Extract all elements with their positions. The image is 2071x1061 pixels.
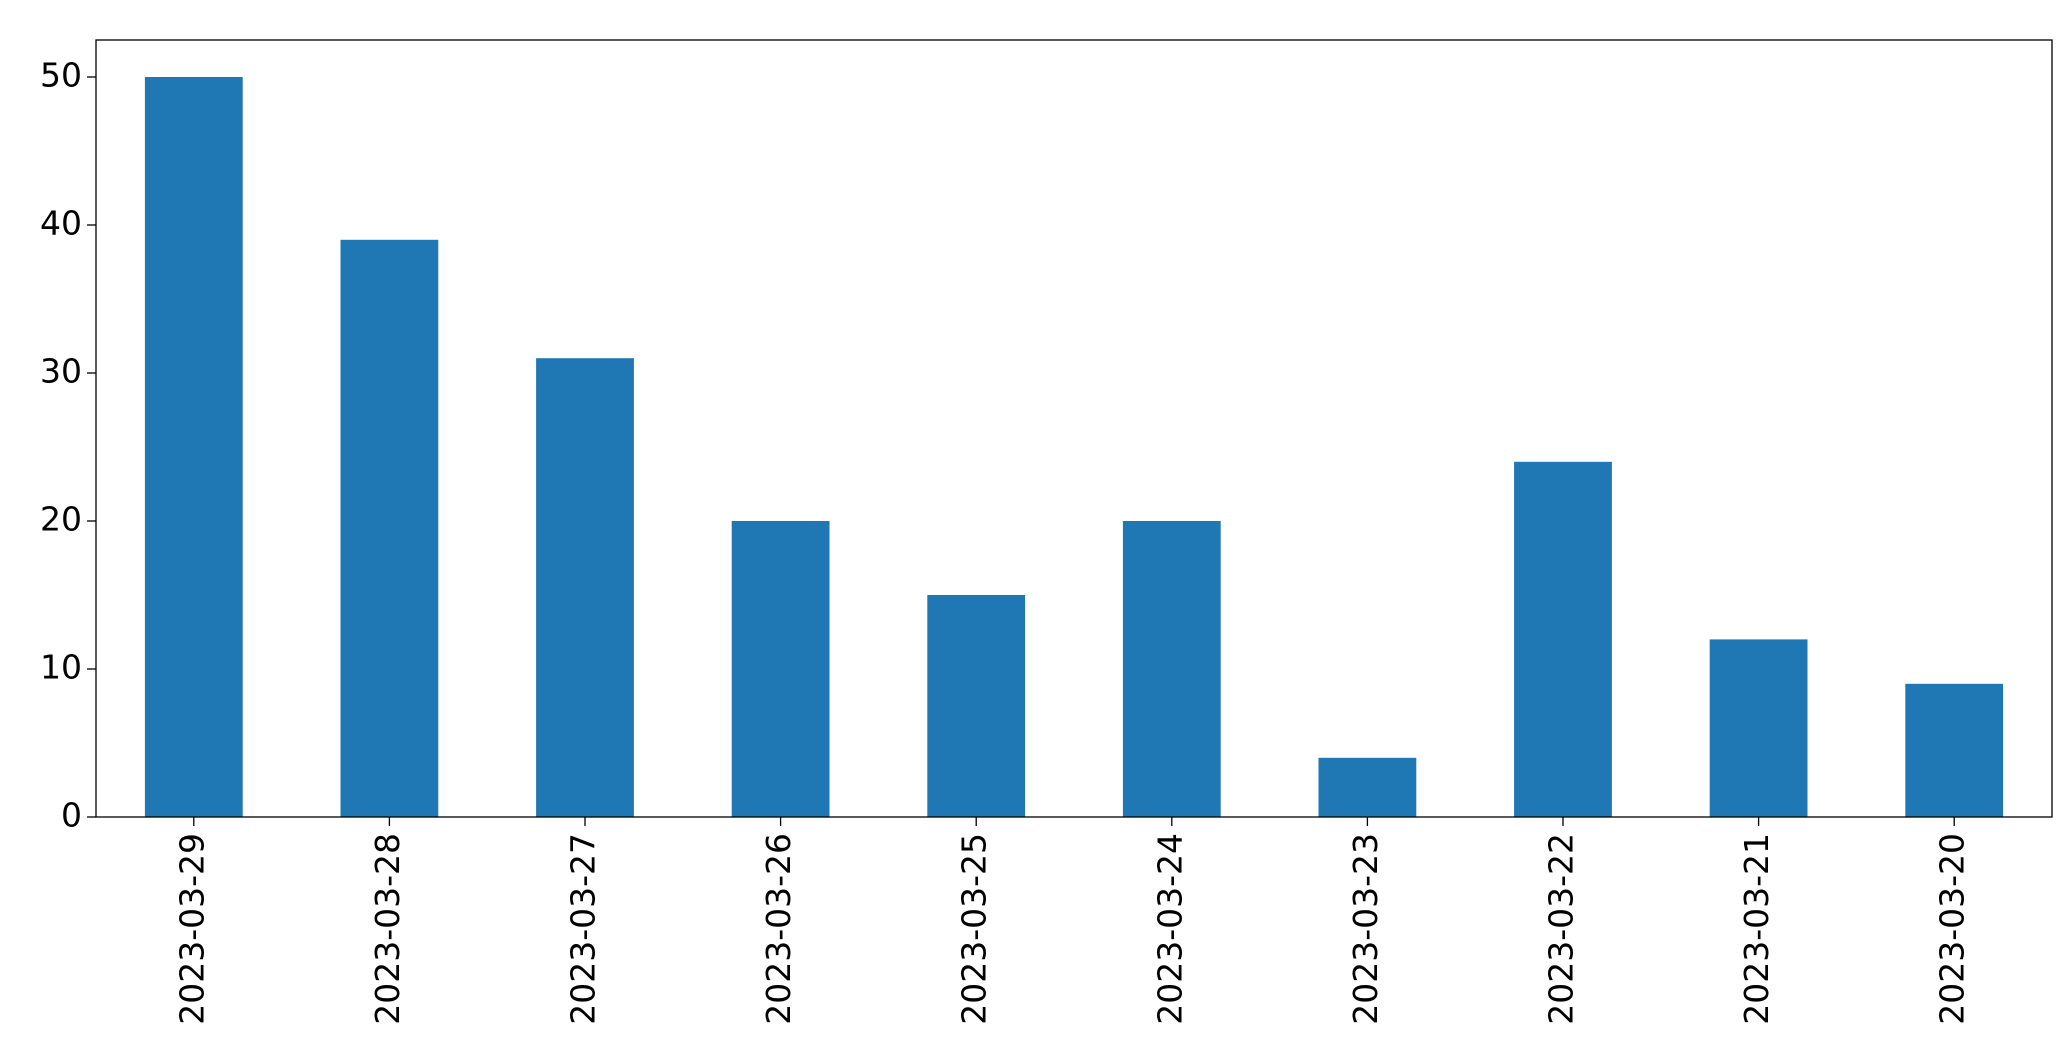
bar [144,77,243,817]
bar [927,595,1026,817]
y-tick-label: 20 [40,500,82,539]
bar [731,521,830,817]
x-tick-label: 2023-03-27 [564,833,603,1025]
x-tick-label: 2023-03-22 [1542,833,1581,1025]
x-tick-label: 2023-03-26 [759,833,798,1025]
x-tick-label: 2023-03-25 [955,833,994,1025]
bar [340,239,439,818]
y-tick-label: 10 [40,648,82,687]
x-tick-label: 2023-03-23 [1346,833,1385,1025]
x-tick-label: 2023-03-28 [368,833,407,1025]
bar [536,358,634,817]
bar [1709,639,1808,817]
y-tick-label: 50 [40,56,82,95]
bar [1318,757,1417,817]
plot-frame [95,39,2053,818]
x-tick-label: 2023-03-24 [1150,833,1189,1025]
bar [1514,461,1612,817]
y-tick-label: 40 [40,204,82,243]
x-tick-label: 2023-03-29 [172,833,211,1025]
x-tick-label: 2023-03-20 [1933,833,1972,1025]
bar [1905,683,2004,817]
y-tick-label: 30 [40,352,82,391]
bar [1122,521,1221,817]
y-tick-label: 0 [61,796,82,835]
x-tick-label: 2023-03-21 [1737,833,1776,1025]
